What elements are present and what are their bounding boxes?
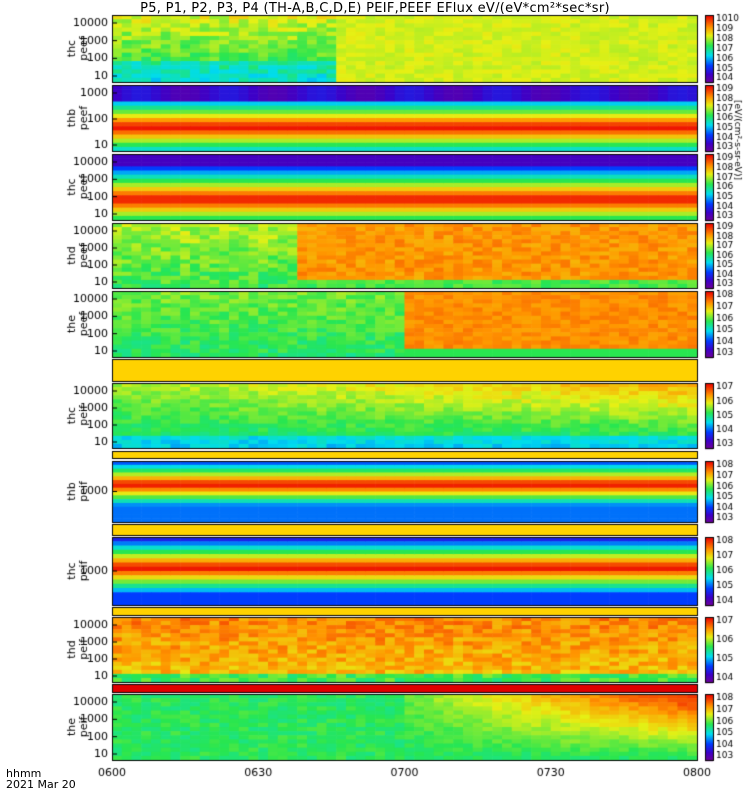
x-axis-units-label: hhmm [6, 767, 42, 780]
figure-title: P5, P1, P2, P3, P4 (TH-A,B,C,D,E) PEIF,P… [140, 1, 610, 16]
x-axis-footer: hhmm 2021 Mar 20 [6, 768, 76, 790]
x-axis-date-label: 2021 Mar 20 [6, 778, 76, 791]
